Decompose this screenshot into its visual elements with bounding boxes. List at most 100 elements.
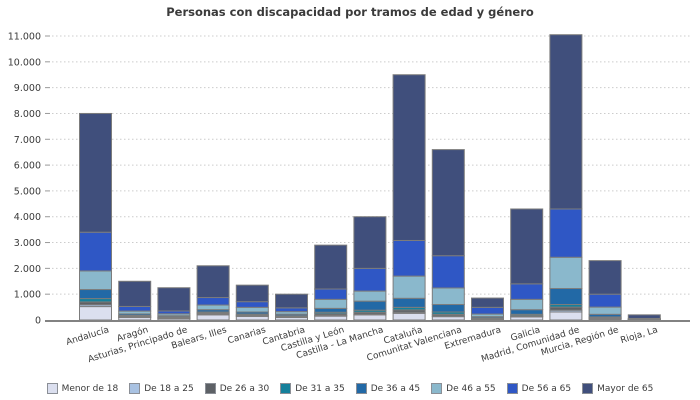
bar-segment[interactable]: [392, 297, 426, 308]
bar-segment[interactable]: [510, 208, 544, 285]
bar-segment[interactable]: [431, 287, 465, 306]
bar[interactable]: [314, 244, 348, 321]
legend-item[interactable]: De 26 a 30: [204, 383, 269, 394]
bar[interactable]: [510, 208, 544, 321]
legend-label: De 46 a 55: [446, 383, 496, 394]
bar-segment[interactable]: [353, 314, 387, 321]
bar-segment[interactable]: [431, 304, 465, 313]
bar[interactable]: [157, 287, 191, 321]
bar[interactable]: [275, 293, 308, 321]
bar-segment[interactable]: [196, 265, 230, 299]
bar-segment[interactable]: [549, 311, 583, 321]
bar-segment[interactable]: [353, 300, 387, 311]
legend-item[interactable]: Mayor de 65: [582, 383, 653, 394]
bar-segment[interactable]: [588, 306, 622, 315]
bar[interactable]: [196, 265, 230, 321]
bar-segment[interactable]: [510, 283, 544, 300]
bar-segment[interactable]: [549, 288, 583, 306]
bar-segment[interactable]: [314, 307, 348, 313]
y-tick-label: 6.000: [14, 161, 41, 172]
y-tick-label: 3.000: [14, 238, 41, 249]
bar-segment[interactable]: [314, 315, 348, 321]
bar-segment[interactable]: [314, 298, 348, 309]
bar-segment[interactable]: [275, 307, 308, 313]
bar-segment[interactable]: [79, 231, 112, 272]
bar-segment[interactable]: [549, 34, 583, 210]
bar-segment[interactable]: [549, 256, 583, 290]
bar-segment[interactable]: [314, 288, 348, 300]
bar-segment[interactable]: [392, 312, 426, 321]
legend-item[interactable]: De 36 a 45: [355, 383, 421, 394]
bar[interactable]: [392, 74, 426, 321]
bar-segment[interactable]: [353, 290, 387, 302]
bar[interactable]: [627, 314, 661, 321]
bar-segment[interactable]: [392, 239, 426, 277]
legend-label: De 18 a 25: [144, 383, 194, 394]
bar-segment[interactable]: [588, 260, 622, 295]
bar-segment[interactable]: [118, 305, 152, 312]
bar[interactable]: [588, 260, 622, 321]
bar-segment[interactable]: [275, 293, 308, 309]
legend-item[interactable]: Menor de 18: [46, 383, 118, 394]
legend-label: De 36 a 45: [370, 383, 421, 394]
legend-item[interactable]: De 31 a 35: [280, 383, 345, 394]
y-tick-label: 8.000: [14, 109, 41, 120]
bar-segment[interactable]: [353, 216, 387, 269]
bar[interactable]: [471, 297, 504, 321]
legend-swatch: [431, 383, 443, 394]
bar-segment[interactable]: [235, 306, 269, 313]
bar-segment[interactable]: [235, 301, 269, 308]
bar[interactable]: [235, 284, 269, 321]
bar-segment[interactable]: [510, 309, 544, 315]
plot-area: 0 1.000 2.000 3.000 4.000 5.000 6.000 7.000 8.00…: [8, 32, 690, 365]
bar[interactable]: [79, 112, 112, 321]
bar[interactable]: [118, 280, 152, 321]
bar-segment[interactable]: [314, 244, 348, 290]
bar-segment[interactable]: [627, 314, 661, 319]
legend-swatch: [129, 383, 141, 394]
y-tick-label: 4.000: [14, 212, 41, 223]
bar[interactable]: [431, 149, 465, 321]
bar-segment[interactable]: [392, 275, 426, 299]
y-tick-label: 1.000: [14, 290, 41, 301]
bar-segment[interactable]: [196, 314, 230, 321]
bar[interactable]: [549, 34, 583, 321]
bar-segment[interactable]: [471, 306, 504, 315]
bar-segment[interactable]: [353, 267, 387, 292]
bar-segment[interactable]: [235, 315, 269, 321]
legend-swatch: [46, 383, 58, 394]
bar-segment[interactable]: [510, 298, 544, 311]
bar-segment[interactable]: [588, 293, 622, 308]
legend-item[interactable]: De 18 a 25: [129, 383, 194, 394]
legend-item[interactable]: De 56 a 65: [506, 383, 572, 394]
bar-segment[interactable]: [471, 297, 504, 308]
legend-item[interactable]: De 46 a 55: [431, 383, 496, 394]
bar-segment[interactable]: [157, 287, 191, 312]
bar-segment[interactable]: [79, 270, 112, 291]
bar-segment[interactable]: [79, 298, 112, 303]
bar-segment[interactable]: [431, 316, 465, 321]
legend-label: De 56 a 65: [521, 383, 572, 394]
y-tick-label: 0: [35, 316, 41, 327]
bar[interactable]: [353, 216, 387, 321]
chart-title: Personas con discapacidad por tramos de …: [166, 5, 534, 19]
legend-swatch: [204, 383, 216, 394]
bar-segment[interactable]: [549, 208, 583, 258]
legend-label: Mayor de 65: [597, 383, 654, 394]
bar-segment[interactable]: [79, 289, 112, 300]
legend: Menor de 18 De 18 a 25 De 26 a 30 De 31 a 3…: [0, 383, 700, 394]
bar-segment[interactable]: [118, 280, 152, 307]
bar-segment[interactable]: [392, 74, 426, 241]
bar-segment[interactable]: [196, 297, 230, 306]
y-tick-label: 7.000: [14, 135, 41, 146]
bar-segment[interactable]: [431, 255, 465, 289]
bar-segment[interactable]: [79, 306, 112, 321]
x-axis-label: Rioja, La: [619, 325, 659, 346]
y-tick-label: 2.000: [14, 264, 41, 275]
bar-segment[interactable]: [431, 149, 465, 257]
bar-segment[interactable]: [79, 112, 112, 233]
bar-segment[interactable]: [196, 304, 230, 311]
legend-swatch: [582, 383, 594, 394]
bar-segment[interactable]: [235, 284, 269, 303]
